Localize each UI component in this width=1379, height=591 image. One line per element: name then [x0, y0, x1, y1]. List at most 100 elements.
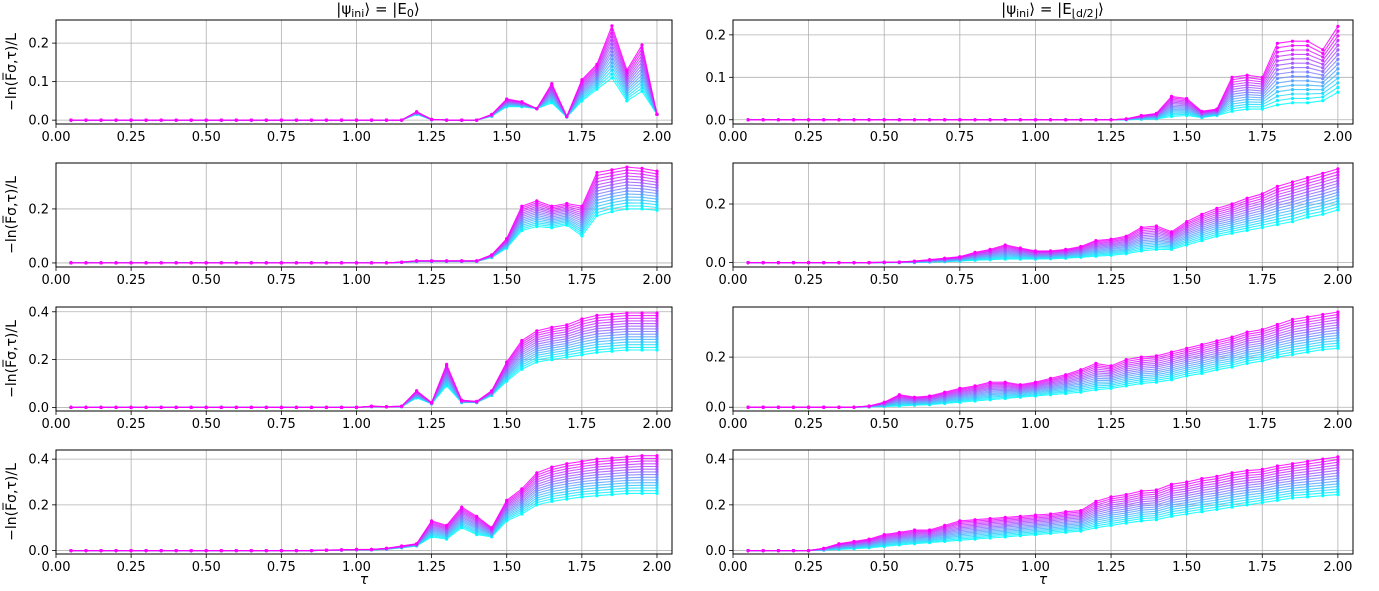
panel-r2-c0-series-point [640, 311, 644, 315]
panel-r0-c1-series-point [882, 118, 886, 122]
panel-r3-c0-series-point [339, 548, 344, 552]
panel-r1-c0-series-point [640, 172, 644, 176]
panel-r1-c0-series-point [595, 170, 599, 175]
panel-r1-c1-series-point [1306, 193, 1310, 197]
panel-r1-c1-series-point [1321, 203, 1325, 208]
panel-r0-c1-series-line [748, 82, 1339, 121]
panel-r3-c0-series-point [309, 549, 313, 553]
panel-r1-c0-series-point [595, 211, 599, 215]
panel-r1-c0-series-point [339, 261, 344, 265]
panel-r1-c1-series-point [1336, 176, 1340, 180]
panel-r0-c1-series-line [748, 91, 1339, 121]
panel-r3-c0-series-line [71, 490, 657, 552]
panel-r0-c0-series-line [71, 39, 658, 121]
panel-r0-c0-series-point [309, 118, 313, 122]
panel-r1-c0-series-point [610, 177, 614, 181]
panel-r2-c0-series-point [445, 362, 449, 366]
panel-r0-c1-series-point [943, 118, 947, 122]
panel-r0-c1-series-point [1290, 57, 1295, 61]
panel-r0-c1-series-point [1245, 100, 1249, 104]
panel-r0-c1-series-point [822, 118, 826, 122]
panel-r0-c0-series-point [354, 118, 359, 122]
panel-r2-c0-xtick-label: 1.50 [492, 417, 521, 432]
panel-r1-c1-series-point [1230, 202, 1234, 206]
panel-r0-c1-series-point [1260, 89, 1264, 93]
panel-r0-c1-series-point [1336, 43, 1340, 47]
panel-r1-c0-series-point [400, 260, 404, 264]
panel-r0-c1-series-point [1290, 70, 1295, 74]
title-right-sub2: ⌊d/2⌋ [1071, 7, 1098, 20]
panel-r2-c1-series-point [1215, 339, 1219, 343]
panel-r0-c1-series-point [1290, 92, 1295, 96]
panel-r2-c0-series-point [400, 404, 404, 408]
panel-r0-c1-series-point [1260, 98, 1264, 102]
panel-r1-c1-series-point [1079, 244, 1083, 249]
panel-r3-c0-xtick-label: 1.50 [492, 560, 521, 575]
panel-r2-c1-series-point [1185, 346, 1189, 350]
panel-r3-c0-series-point [384, 546, 389, 550]
panel-r2-c1-series-point [837, 405, 841, 409]
panel-r0-c0-xtick-label: 1.50 [492, 130, 521, 145]
panel-r1-c0-series-point [640, 195, 644, 199]
panel-r1-c0-series-point [655, 197, 659, 201]
panel-r0-c0-series-point [595, 62, 599, 66]
panel-r0-c0-series-point [400, 118, 404, 122]
panel-r0-c1-series-point [1230, 107, 1234, 111]
panel-r0-c0-series-point [610, 72, 614, 76]
panel-r2-c0-series-point [234, 405, 238, 409]
title-left-end: ⟩ [413, 0, 420, 18]
panel-r2-c1-series-point [1018, 383, 1022, 387]
panel-r0-c1-series-point [1260, 100, 1264, 104]
panel-r1-c1-series-point [1336, 208, 1340, 212]
panel-r0-c1-series-point [1275, 59, 1279, 63]
panel-r1-c1-series-point [1321, 186, 1325, 190]
panel-r0-c1-series-point [1290, 74, 1295, 78]
panel-r2-c0-ytick-label: 0.0 [28, 401, 49, 416]
panel-r1-c1-series-point [1290, 203, 1295, 207]
panel-r2-c1-series-point [1139, 355, 1143, 359]
panel-r0-c1-xtick-label: 0.75 [945, 130, 974, 145]
panel-r0-c1-series-point [1290, 44, 1295, 48]
panel-r1-c1-series-point [1275, 220, 1279, 224]
panel-r3-c0-series-point [144, 549, 148, 553]
panel-r1-c1-series-point [776, 261, 781, 265]
panel-r3-c0-series-point [189, 549, 193, 553]
panel-r1-c1-series-point [1336, 193, 1340, 197]
panel-r0-c1-series-point [1306, 66, 1310, 70]
panel-r1-c0-series-line [71, 166, 658, 264]
panel-r0-c1-series-point [1321, 62, 1325, 66]
panel-r1-c0-series-point [640, 207, 644, 211]
panel-r2-c0-series-point [505, 360, 509, 364]
panel-r2-c0-series-point [144, 405, 148, 409]
panel-r0-c1-series-point [1033, 118, 1037, 122]
panel-r1-c0-series-point [309, 261, 313, 265]
panel-r0-c0-series-point [625, 81, 629, 85]
panel-r0-c1-series-point [958, 118, 962, 122]
panel-r0-c0-series-point [655, 112, 659, 116]
panel-r1-c0-series-point [69, 261, 73, 265]
panel-r3-c0-xlabel: τ [360, 572, 369, 588]
panel-r2-c0-series-point [490, 389, 494, 393]
panel-r1-c1-series-point [928, 258, 932, 262]
panel-r0-c0-series-line [71, 42, 658, 121]
panel-r0-c1-series-point [1306, 52, 1310, 57]
panel-r2-c0-series-point [595, 313, 599, 317]
panel-r1-c1-series-point [1306, 187, 1310, 191]
panel-r3-c0-series-point [475, 514, 479, 518]
panel-r0-c0-series-point [550, 82, 554, 86]
panel-r1-c0-series-point [640, 192, 644, 197]
panel-r1-c0-series-point [505, 237, 509, 241]
panel-r3-c0-series-point [354, 547, 359, 552]
panel-r1-c0-series-point [610, 201, 614, 205]
panel-r1-c1-series-point [1275, 187, 1279, 191]
panel-r1-c1-series-point [1290, 220, 1295, 224]
panel-r0-c0-series-point [249, 118, 253, 122]
panel-r1-c0-series-line [71, 205, 658, 264]
panel-r1-c0-series-point [610, 186, 614, 190]
panel-r1-c1-series-point [1290, 188, 1295, 193]
panel-r1-c0-series-point [610, 204, 614, 208]
panel-r0-c1-series-point [1306, 79, 1310, 83]
panel-r1-c1-xtick-label: 1.75 [1248, 273, 1277, 288]
panel-r0-c1-series-point [1321, 48, 1325, 52]
